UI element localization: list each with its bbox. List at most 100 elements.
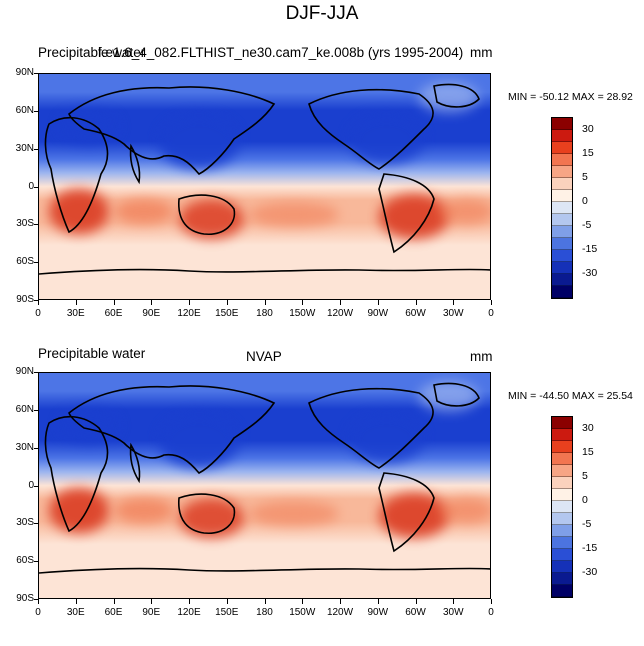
longitude-tick	[189, 599, 190, 604]
colorbar-segment	[552, 274, 572, 286]
latitude-label: 0	[28, 479, 34, 491]
longitude-tick	[264, 599, 266, 604]
panel-model: Precipitable water f.e1.6_4_082.FLTHIST_…	[0, 45, 644, 345]
panel-case-title: f.e1.6_4_082.FLTHIST_ne30.cam7_ke.008b (…	[98, 45, 464, 60]
longitude-tick	[189, 300, 190, 305]
colorbar-label: 5	[582, 171, 588, 183]
longitude-label: 150E	[215, 607, 239, 618]
colorbar-segment	[552, 154, 572, 166]
panel-obs: Precipitable water NVAP mm MIN = -44.50 …	[0, 346, 644, 646]
north-america-low	[349, 114, 424, 164]
colorbar-segment	[552, 130, 572, 142]
coastlines	[39, 382, 490, 574]
longitude-label: 0	[488, 607, 494, 618]
coastline	[68, 86, 276, 175]
south-atlantic-high	[439, 498, 490, 523]
longitude-tick	[377, 300, 379, 305]
longitude-tick	[453, 599, 455, 604]
coastline	[433, 382, 480, 407]
colorbar-segment	[552, 549, 572, 561]
south-africa-high	[49, 189, 109, 234]
colorbar-segment	[552, 441, 572, 453]
min-max-label: MIN = -44.50 MAX = 25.54	[508, 390, 633, 402]
colorbar-label: -5	[582, 219, 592, 231]
colorbar-label: 5	[582, 470, 588, 482]
south-atlantic-high	[439, 199, 490, 224]
latitude-label: 30N	[15, 441, 34, 453]
latitude-label: 30S	[16, 517, 34, 529]
colorbar-segment	[552, 178, 572, 190]
colorbar-segment	[552, 585, 572, 597]
colorbar-segment	[552, 250, 572, 262]
longitude-label: 60E	[104, 607, 123, 618]
longitude-tick	[38, 300, 39, 305]
colorbar-segment	[552, 226, 572, 238]
colorbar-label: -30	[582, 566, 598, 578]
colorbar-segment	[552, 561, 572, 573]
colorbar-label: -30	[582, 267, 598, 279]
longitude-label: 120W	[326, 308, 354, 319]
latitude-tick	[34, 148, 38, 150]
east-asia-low	[159, 114, 239, 169]
latitude-label: 60S	[16, 256, 34, 268]
longitude-tick	[226, 599, 228, 604]
colorbar	[551, 416, 573, 598]
longitude-label: 180	[256, 308, 273, 319]
latitude-tick	[34, 447, 38, 449]
coastline	[178, 493, 236, 534]
south-africa-high	[49, 488, 109, 533]
panel-variable-title: Precipitable water	[38, 45, 146, 60]
latitude-label: 90N	[15, 67, 34, 78]
longitude-label: 90E	[142, 308, 161, 319]
longitude-label: 30E	[66, 607, 85, 618]
latitude-label: 60N	[15, 104, 34, 116]
latitude-tick	[34, 372, 38, 373]
colorbar-segment	[552, 537, 572, 549]
indian-ocean-high	[114, 498, 174, 523]
panel-units: mm	[470, 45, 493, 60]
coastline	[68, 385, 276, 474]
colorbar-segment	[552, 477, 572, 489]
latitude-label: 30S	[16, 218, 34, 230]
latitude-label: 0	[28, 180, 34, 192]
colorbar-label: -5	[582, 518, 592, 530]
indian-ocean-high	[114, 199, 174, 224]
longitude-tick	[226, 300, 228, 305]
longitude-tick	[302, 599, 304, 604]
longitude-label: 120E	[177, 308, 201, 319]
colorbar-label: 30	[582, 123, 594, 135]
colorbar-label: -15	[582, 243, 598, 255]
latitude-label: 90N	[15, 366, 34, 377]
longitude-tick	[75, 300, 77, 305]
colorbar-segment	[552, 465, 572, 477]
longitude-tick	[453, 300, 455, 305]
longitude-label: 30W	[442, 607, 464, 618]
colorbar-segment	[552, 262, 572, 274]
longitude-label: 180	[256, 607, 273, 618]
coastline	[39, 268, 490, 275]
longitude-tick	[151, 599, 153, 604]
coastline	[178, 194, 236, 235]
latitude-tick	[34, 300, 38, 301]
colorbar-segment	[552, 417, 572, 429]
colorbar-segment	[552, 573, 572, 585]
coastline	[308, 387, 434, 469]
longitude-tick	[340, 300, 341, 305]
colorbar-segment	[552, 453, 572, 465]
longitude-label: 0	[488, 308, 494, 319]
longitude-tick	[38, 599, 39, 604]
longitude-label: 60W	[405, 308, 426, 319]
longitude-tick	[75, 599, 77, 604]
longitude-tick	[491, 300, 492, 305]
south-pacific-high	[249, 202, 339, 227]
precipitable-water-map	[38, 73, 491, 300]
longitude-label: 150W	[289, 308, 316, 319]
longitude-label: 60E	[104, 308, 123, 319]
coastline	[44, 116, 109, 234]
latitude-tick	[34, 599, 38, 600]
latitude-label: 60S	[16, 555, 34, 567]
panel-variable-title: Precipitable water	[38, 346, 146, 361]
coastline	[129, 442, 141, 484]
colorbar-segment	[552, 489, 572, 501]
longitude-tick	[113, 599, 115, 604]
